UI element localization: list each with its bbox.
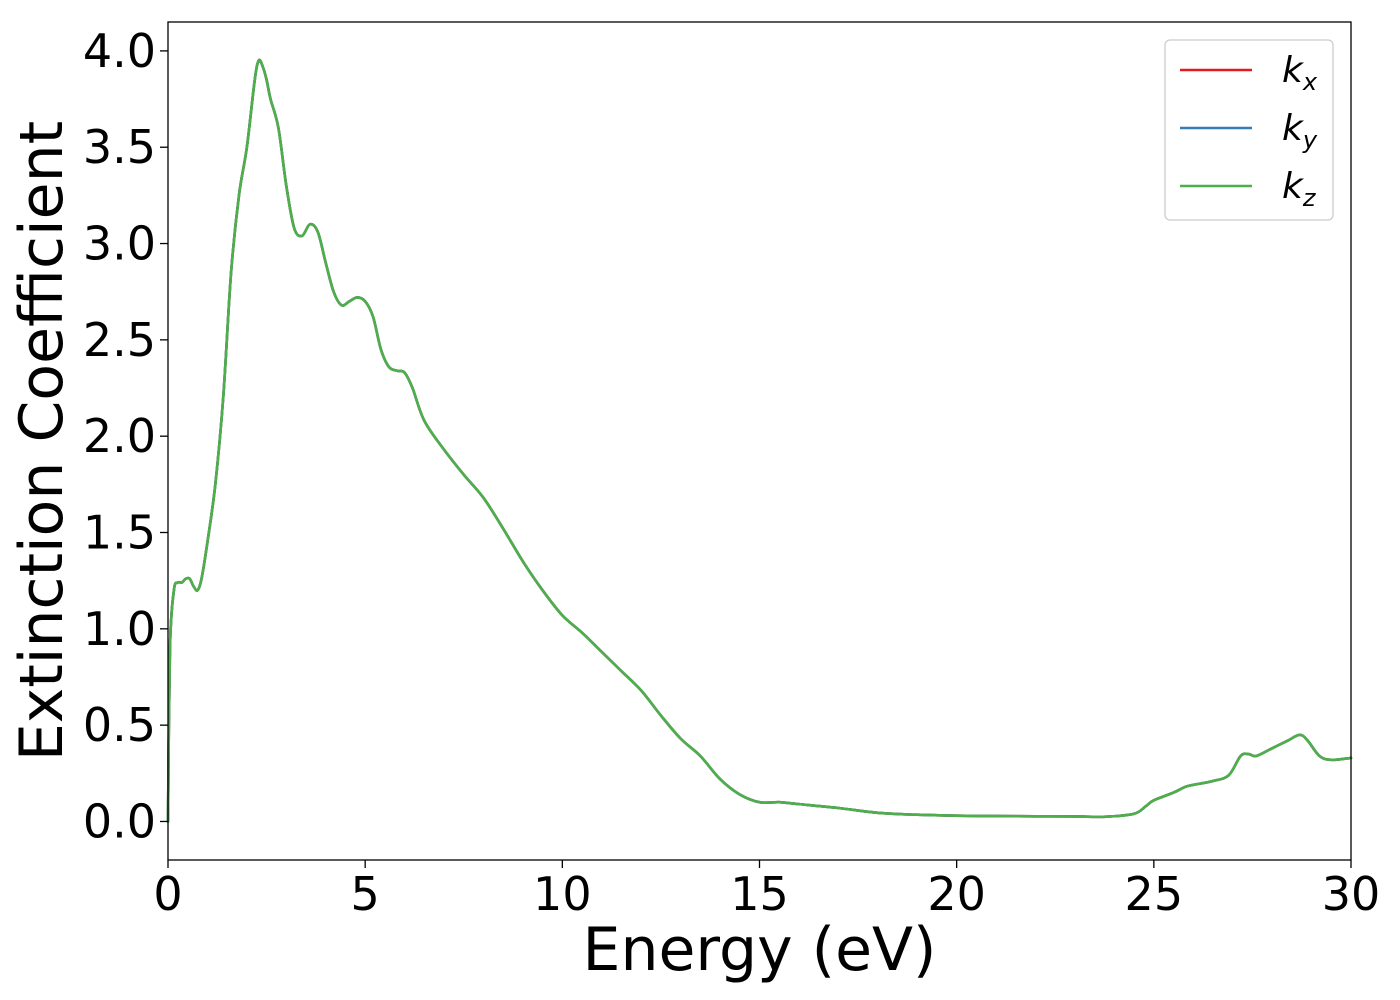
x-tick-label: 5: [351, 867, 380, 921]
series-layer: [166, 58, 1353, 823]
x-tick-label: 10: [533, 867, 592, 921]
legend-label-y: ky: [1282, 108, 1318, 154]
x-tick-label: 25: [1125, 867, 1184, 921]
x-tick-label: 0: [153, 867, 182, 921]
legend: kx ky kz: [1164, 39, 1334, 221]
y-tick-label: 3.0: [83, 217, 156, 271]
x-tick-label: 15: [730, 867, 789, 921]
legend-box: [1164, 39, 1334, 221]
y-tick-label: 2.5: [83, 313, 156, 367]
legend-entries: kx ky kz: [1180, 50, 1318, 212]
y-tick-label: 1.0: [83, 602, 156, 656]
legend-label-z: kz: [1282, 166, 1317, 212]
ticks-layer: 0 5 10 15 20 25 30 0.0 0.5 1.0 1.5 2.0 2.5 3.0 3.5 4.0: [83, 24, 1380, 921]
y-axis-title: Extinction Coefficient: [7, 121, 77, 761]
y-tick-label: 1.5: [83, 506, 156, 560]
y-tick-label: 4.0: [83, 24, 156, 78]
legend-label-x: kx: [1282, 50, 1318, 96]
series-line-z: [166, 58, 1353, 823]
y-tick-label: 3.5: [83, 120, 156, 174]
y-tick-label: 2.0: [83, 409, 156, 463]
y-tick-label: 0.5: [83, 698, 156, 752]
x-tick-label: 20: [927, 867, 986, 921]
x-axis-title: Energy (eV): [583, 915, 937, 985]
x-tick-label: 30: [1322, 867, 1381, 921]
y-tick-label: 0.0: [83, 794, 156, 848]
